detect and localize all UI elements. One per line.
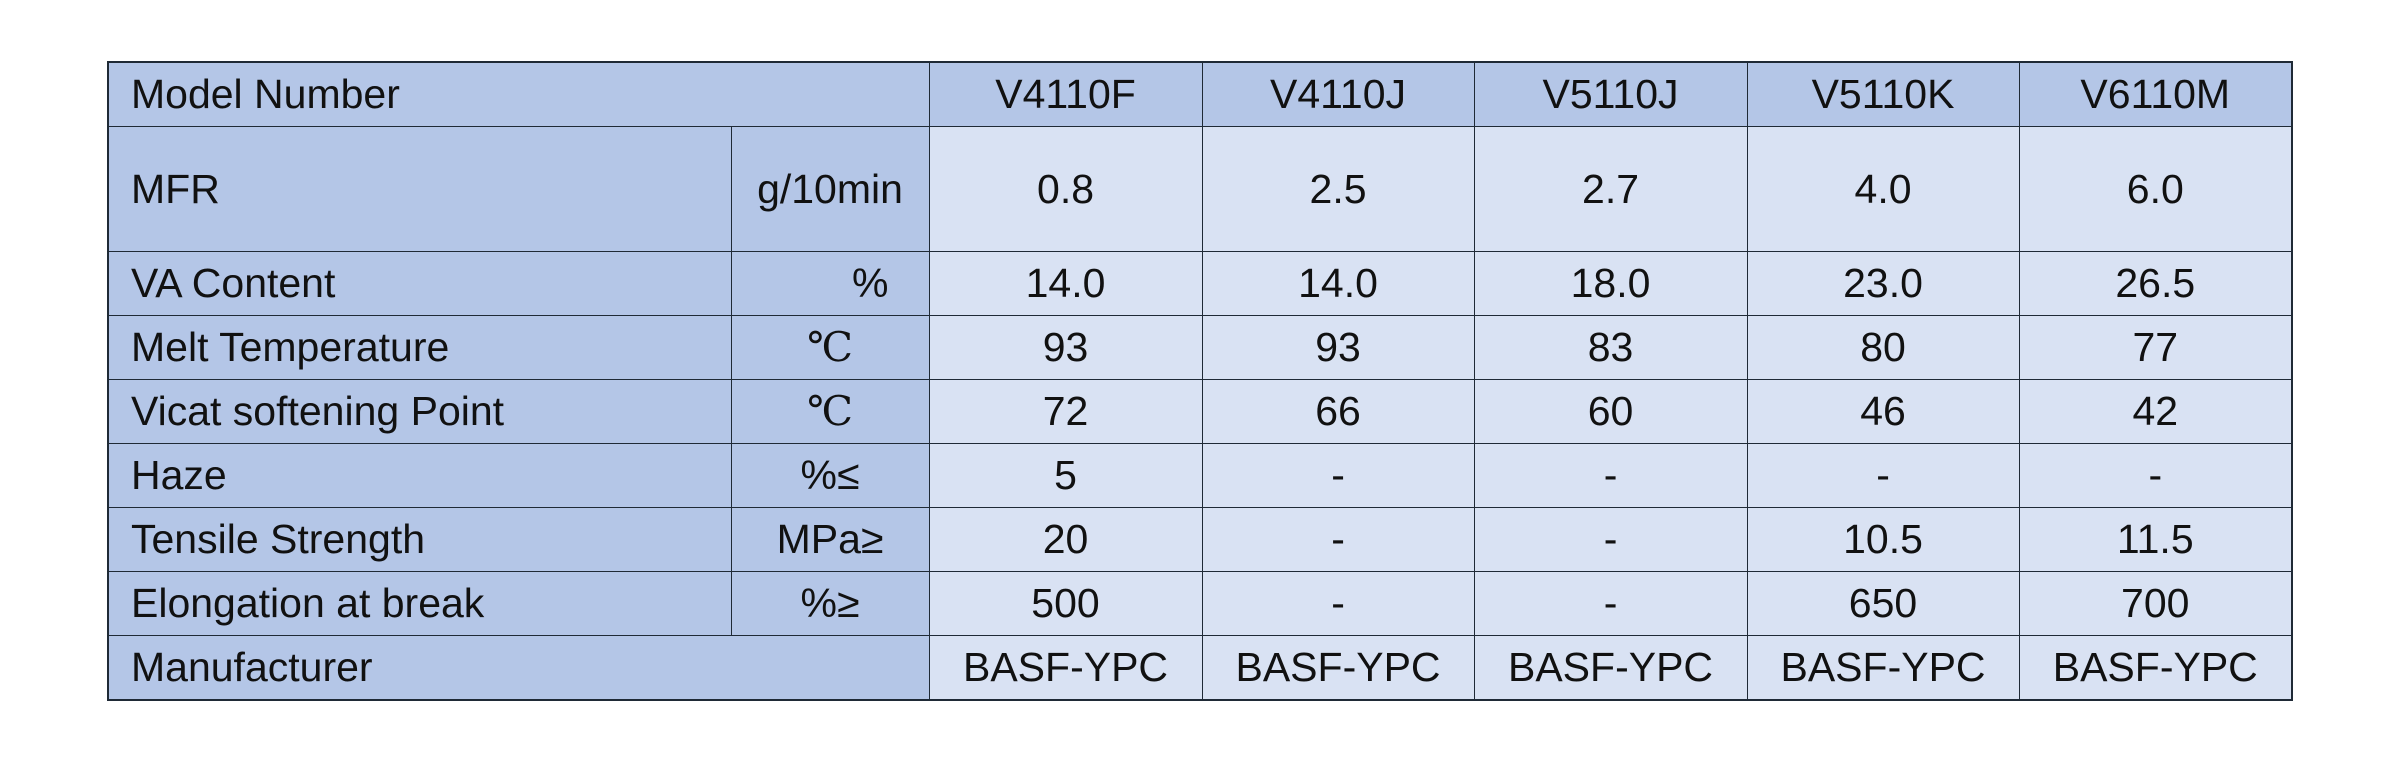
table-row-mfr: MFR g/10min 0.8 2.5 2.7 4.0 6.0 — [107, 126, 2293, 252]
value-cell: 42 — [2018, 379, 2293, 444]
row-unit: %≤ — [730, 443, 930, 508]
value-cell: 66 — [1201, 379, 1475, 444]
row-label: Tensile Strength — [107, 507, 732, 572]
table-row-elongation-at-break: Elongation at break %≥ 500 - - 650 700 — [107, 571, 2293, 636]
value-cell: - — [1473, 571, 1748, 636]
spec-table: Model Number V4110F V4110J V5110J V5110K… — [107, 61, 2294, 701]
value-cell: 26.5 — [2018, 251, 2293, 316]
row-unit: %≥ — [730, 571, 930, 636]
value-cell: 650 — [1746, 571, 2020, 636]
row-unit: ℃ — [730, 315, 930, 380]
manufacturer-cell: BASF-YPC — [1473, 635, 1748, 701]
value-cell: 18.0 — [1473, 251, 1748, 316]
value-cell: - — [1201, 443, 1475, 508]
row-label: MFR — [107, 126, 732, 252]
row-unit-text: g/10min — [757, 166, 903, 212]
value-cell: 20 — [928, 507, 1203, 572]
value-cell: 700 — [2018, 571, 2293, 636]
value-cell: - — [1473, 443, 1748, 508]
value-cell: 14.0 — [928, 251, 1203, 316]
value-cell: 93 — [1201, 315, 1475, 380]
model-header: V5110K — [1746, 61, 2020, 127]
value-cell: 10.5 — [1746, 507, 2020, 572]
value-cell: 5 — [928, 443, 1203, 508]
manufacturer-label: Manufacturer — [107, 635, 930, 701]
value-cell: 23.0 — [1746, 251, 2020, 316]
value-cell: 6.0 — [2018, 126, 2293, 252]
row-unit: MPa≥ — [730, 507, 930, 572]
value-cell: 11.5 — [2018, 507, 2293, 572]
header-row: Model Number V4110F V4110J V5110J V5110K… — [107, 61, 2293, 127]
row-unit: % — [730, 251, 930, 316]
value-cell: 500 — [928, 571, 1203, 636]
row-label: Vicat softening Point — [107, 379, 732, 444]
table-row-tensile-strength: Tensile Strength MPa≥ 20 - - 10.5 11.5 — [107, 507, 2293, 572]
table-row-vicat-softening-point: Vicat softening Point ℃ 72 66 60 46 42 — [107, 379, 2293, 444]
value-cell: 46 — [1746, 379, 2020, 444]
value-cell: 2.7 — [1473, 126, 1748, 252]
row-label: Haze — [107, 443, 732, 508]
manufacturer-cell: BASF-YPC — [1201, 635, 1475, 701]
table-row-haze: Haze %≤ 5 - - - - — [107, 443, 2293, 508]
model-header: V5110J — [1473, 61, 1748, 127]
manufacturer-cell: BASF-YPC — [2018, 635, 2293, 701]
model-header: V4110J — [1201, 61, 1475, 127]
value-cell: - — [1746, 443, 2020, 508]
value-cell: 4.0 — [1746, 126, 2020, 252]
table-row-va-content: VA Content % 14.0 14.0 18.0 23.0 26.5 — [107, 251, 2293, 316]
model-header: V4110F — [928, 61, 1203, 127]
value-cell: 80 — [1746, 315, 2020, 380]
value-cell: 60 — [1473, 379, 1748, 444]
model-header: V6110M — [2018, 61, 2293, 127]
value-cell: 0.8 — [928, 126, 1203, 252]
row-unit: ℃ — [730, 379, 930, 444]
value-cell: 14.0 — [1201, 251, 1475, 316]
value-cell: 83 — [1473, 315, 1748, 380]
row-label: Melt Temperature — [107, 315, 732, 380]
row-unit: g/10min — [730, 126, 930, 252]
value-cell: 2.5 — [1201, 126, 1475, 252]
value-cell: - — [1201, 571, 1475, 636]
value-cell: 77 — [2018, 315, 2293, 380]
value-cell: - — [1473, 507, 1748, 572]
row-label: Elongation at break — [107, 571, 732, 636]
value-cell: 93 — [928, 315, 1203, 380]
row-label: VA Content — [107, 251, 732, 316]
table-row-melt-temperature: Melt Temperature ℃ 93 93 83 80 77 — [107, 315, 2293, 380]
table-row-manufacturer: Manufacturer BASF-YPC BASF-YPC BASF-YPC … — [107, 635, 2293, 701]
manufacturer-cell: BASF-YPC — [1746, 635, 2020, 701]
value-cell: 72 — [928, 379, 1203, 444]
manufacturer-cell: BASF-YPC — [928, 635, 1203, 701]
model-number-label: Model Number — [107, 61, 930, 127]
value-cell: - — [1201, 507, 1475, 572]
value-cell: - — [2018, 443, 2293, 508]
